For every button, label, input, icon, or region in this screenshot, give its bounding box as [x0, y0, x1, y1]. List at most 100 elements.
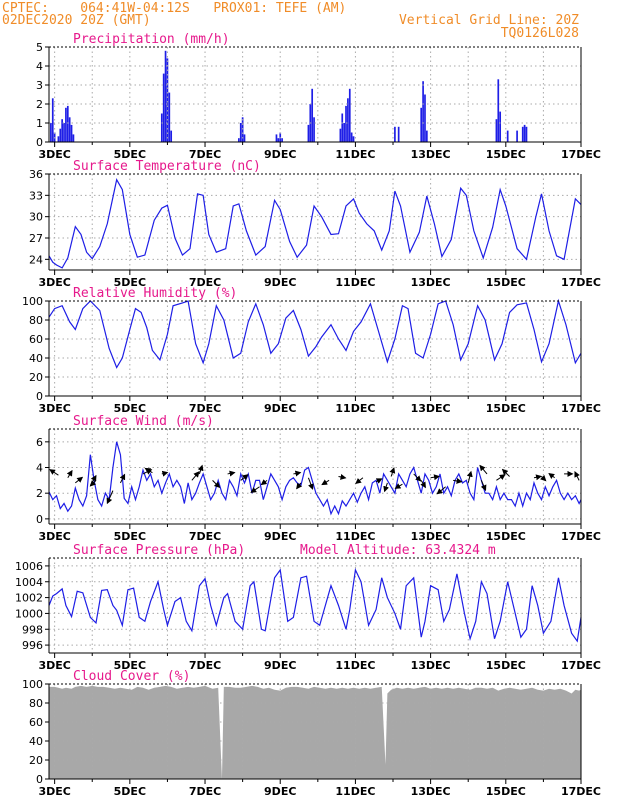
precip-bar [61, 119, 63, 142]
precip-bar [72, 134, 75, 142]
y-tick-label: 6 [36, 436, 43, 449]
x-tick-label: 3DEC [38, 148, 70, 161]
wind-arrow [75, 476, 84, 484]
precip-bar [68, 117, 71, 142]
precip-bar [506, 130, 509, 142]
x-tick-label: 7DEC [189, 785, 221, 798]
wind-arrow [389, 467, 396, 477]
precip-bar [345, 105, 347, 142]
panel-cloud: Cloud Cover (%) 0 20 40 60 80 100 3DEC 5DEC 7DEC 9… [22, 669, 601, 798]
wind-arrow [260, 479, 268, 486]
y-tick-label: 33 [29, 189, 43, 202]
wind-arrow [540, 475, 547, 482]
x-tick-label: 13DEC [411, 148, 451, 161]
y-tick-label: 60 [29, 333, 43, 346]
wind-arrow [420, 480, 426, 489]
wind-arrow [197, 464, 204, 475]
x-tick-label: 3DEC [38, 402, 70, 415]
precip-bar [523, 124, 526, 142]
y-tick-label: 996 [22, 639, 43, 652]
precip-bar [348, 88, 351, 142]
precip-bar [350, 132, 353, 142]
wind-arrow [480, 480, 487, 492]
x-tick-label: 11DEC [335, 659, 375, 672]
panel-title: Surface Temperature (nC) [73, 159, 261, 174]
x-tick-label: 5DEC [114, 659, 146, 672]
y-tick-label: 1 [36, 117, 43, 130]
precip-bar [70, 124, 73, 142]
wind-arrow [144, 467, 153, 474]
panel-wind: Surface Wind (m/s) 0 2 4 6 3DEC 5DEC 7DEC 9DEC 11… [36, 414, 601, 543]
precip-bar [426, 130, 428, 142]
wind-arrow [212, 479, 221, 489]
precip-bar [51, 98, 54, 142]
panel-title: Surface Pressure (hPa) [73, 543, 245, 558]
x-tick-label: 7DEC [189, 659, 221, 672]
wind-arrow [338, 473, 347, 480]
precip-bar [307, 124, 310, 142]
y-tick-label: 2 [36, 487, 43, 500]
wind-arrow [413, 473, 422, 482]
header-run-id: TQ0126L028 [500, 26, 579, 41]
wind-arrow [496, 474, 506, 481]
y-tick-label: 24 [29, 253, 43, 266]
wind-arrow [321, 479, 330, 486]
wind-arrow [49, 469, 59, 476]
model-altitude-label: Model Altitude: 63.4324 m [300, 543, 496, 558]
x-tick-label: 17DEC [561, 530, 601, 543]
panel-title: Relative Humidity (%) [73, 286, 237, 301]
x-tick-label: 3DEC [38, 659, 70, 672]
x-tick-label: 15DEC [486, 276, 526, 289]
wind-arrow [574, 471, 580, 481]
y-tick-label: 998 [22, 623, 43, 636]
x-tick-label: 5DEC [114, 276, 146, 289]
wind-arrow [66, 469, 73, 479]
precip-bar [160, 113, 163, 142]
precip-bar [277, 138, 280, 142]
x-tick-label: 13DEC [411, 785, 451, 798]
panel-rh: Relative Humidity (%) 0 20 40 60 80 100 3DEC 5DE… [22, 286, 601, 415]
precip-bar [424, 94, 426, 142]
y-tick-label: 1002 [15, 592, 43, 605]
x-tick-label: 15DEC [486, 659, 526, 672]
y-tick-label: 4 [36, 462, 43, 475]
precip-bar [311, 88, 314, 142]
wind-arrow [240, 474, 249, 481]
wind-line [48, 441, 582, 516]
x-tick-label: 17DEC [561, 402, 601, 415]
wind-arrow [307, 477, 314, 490]
wind-arrow [161, 470, 169, 477]
x-tick-label: 9DEC [264, 785, 296, 798]
x-tick-label: 9DEC [264, 402, 296, 415]
wind-arrow [375, 478, 383, 484]
precip-bar [168, 92, 171, 142]
header-vertical-grid: Vertical Grid Line: 20Z [398, 13, 579, 28]
precip-bar [63, 123, 65, 142]
precip-bar [497, 79, 500, 142]
x-tick-label: 7DEC [189, 276, 221, 289]
x-tick-label: 13DEC [411, 276, 451, 289]
precip-bar [238, 138, 240, 142]
wind-arrow [355, 477, 364, 485]
y-tick-label: 80 [29, 697, 43, 710]
x-tick-label: 17DEC [561, 276, 601, 289]
x-tick-label: 9DEC [264, 659, 296, 672]
y-tick-label: 1004 [15, 576, 43, 589]
wind-arrow [430, 474, 440, 481]
wind-arrow [227, 470, 236, 477]
cloud-area [49, 685, 581, 779]
y-tick-label: 20 [29, 754, 43, 767]
precip-bar [422, 81, 424, 142]
precip-bar [66, 105, 69, 142]
x-tick-label: 9DEC [264, 530, 296, 543]
x-tick-label: 5DEC [114, 530, 146, 543]
precip-bar [241, 117, 244, 142]
x-tick-label: 9DEC [264, 276, 296, 289]
y-tick-label: 4 [36, 60, 43, 73]
precip-bar [170, 130, 173, 142]
y-tick-label: 0 [36, 513, 43, 526]
wind-arrow [548, 472, 555, 479]
x-tick-label: 13DEC [411, 530, 451, 543]
x-tick-label: 3DEC [38, 276, 70, 289]
y-tick-label: 40 [29, 735, 43, 748]
